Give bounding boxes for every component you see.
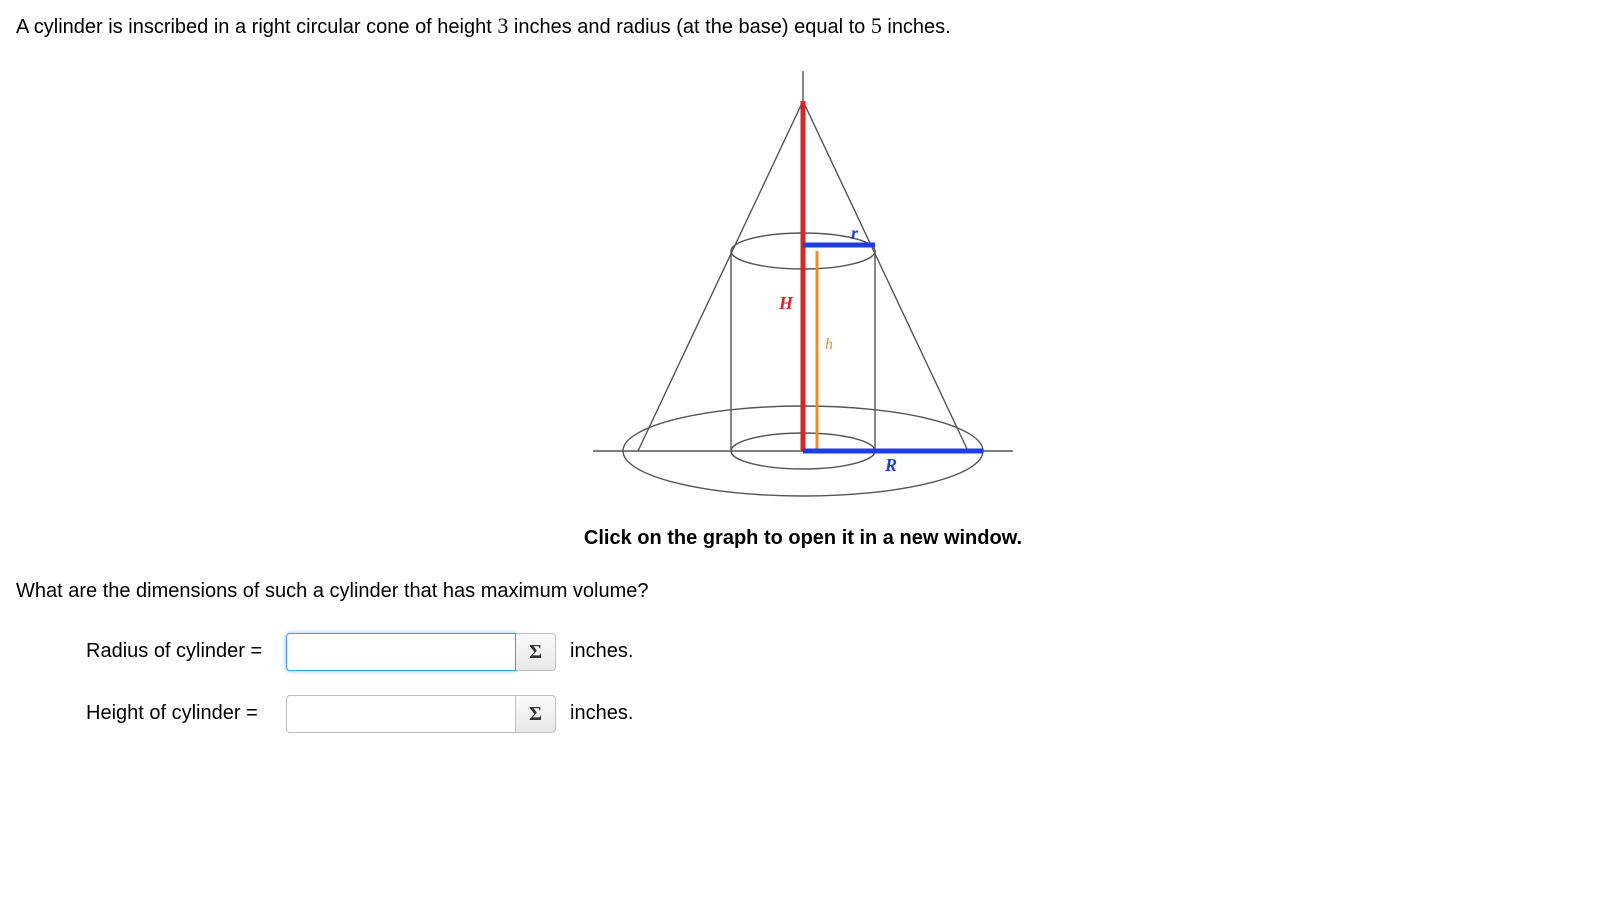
label-H-big: H	[778, 293, 794, 313]
label-h: h	[825, 336, 833, 353]
answer-row-height: Height of cylinder = Σ inches.	[86, 695, 1590, 733]
sigma-button-height[interactable]: Σ	[516, 695, 556, 733]
figure-caption[interactable]: Click on the graph to open it in a new w…	[16, 527, 1590, 550]
height-label: Height of cylinder =	[86, 702, 286, 725]
problem-text-mid: inches and radius (at the base) equal to	[508, 16, 870, 38]
radius-input-group: Σ	[286, 633, 556, 671]
radius-label: Radius of cylinder =	[86, 640, 286, 663]
problem-statement: A cylinder is inscribed in a right circu…	[16, 12, 1590, 41]
label-r: r	[851, 223, 859, 243]
height-input-group: Σ	[286, 695, 556, 733]
answer-row-radius: Radius of cylinder = Σ inches.	[86, 633, 1590, 671]
question-text: What are the dimensions of such a cylind…	[16, 580, 1590, 603]
radius-input[interactable]	[286, 633, 516, 671]
radius-units: inches.	[570, 640, 633, 663]
height-input[interactable]	[286, 695, 516, 733]
cone-cylinder-diagram[interactable]: r R H h	[583, 71, 1023, 511]
cone-radius-value: 5	[871, 13, 882, 38]
problem-text-pre: A cylinder is inscribed in a right circu…	[16, 16, 497, 38]
height-units: inches.	[570, 702, 633, 725]
cone-height-value: 3	[497, 13, 508, 38]
figure-container: r R H h	[16, 71, 1590, 517]
problem-text-post: inches.	[882, 16, 951, 38]
label-R-big: R	[884, 455, 897, 475]
sigma-button-radius[interactable]: Σ	[516, 633, 556, 671]
